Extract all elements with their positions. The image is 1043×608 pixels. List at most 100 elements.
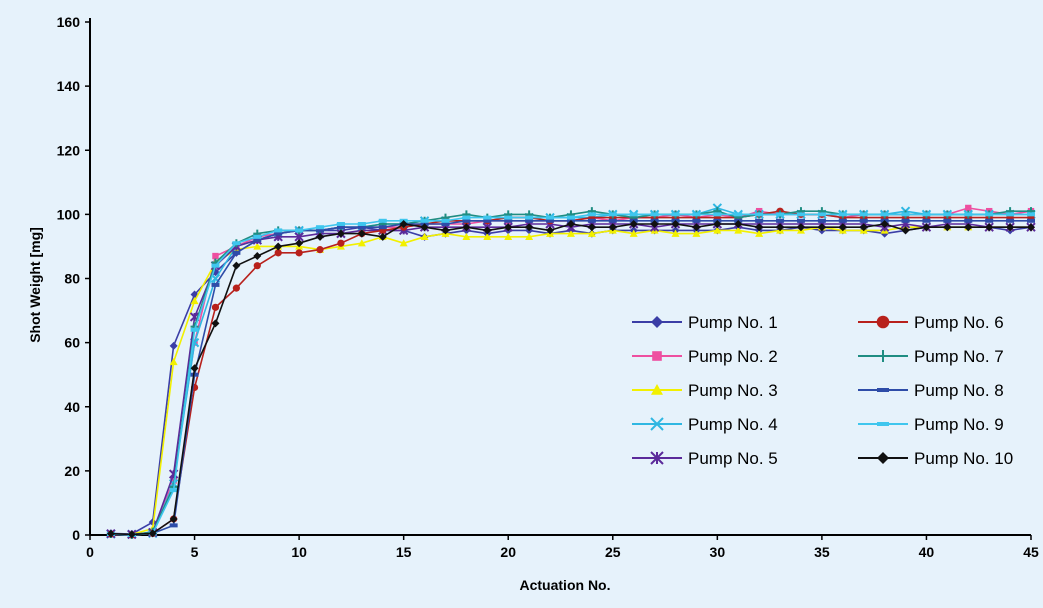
data-point <box>462 223 471 232</box>
data-point <box>985 218 994 223</box>
data-point <box>232 284 240 292</box>
data-point <box>985 223 994 232</box>
data-point <box>776 212 785 217</box>
data-point <box>734 219 743 228</box>
data-point <box>776 218 785 223</box>
data-point <box>964 223 973 232</box>
legend-label: Pump No. 2 <box>688 347 778 366</box>
data-point <box>755 223 764 232</box>
data-point <box>734 212 743 217</box>
data-point <box>274 242 283 251</box>
data-point <box>441 218 450 223</box>
data-point <box>755 218 764 223</box>
data-point <box>859 223 868 232</box>
data-point <box>922 223 931 232</box>
data-point <box>922 212 931 217</box>
data-point <box>525 218 534 223</box>
data-point <box>671 212 680 217</box>
y-tick-label: 0 <box>72 527 80 543</box>
series-10 <box>106 219 1035 539</box>
y-tick-label: 160 <box>57 14 81 30</box>
data-point <box>796 223 805 232</box>
legend-item: Pump No. 10 <box>858 449 1013 468</box>
data-point <box>838 212 847 217</box>
x-tick-label: 30 <box>710 544 726 560</box>
data-point <box>274 228 283 233</box>
data-point <box>587 212 596 217</box>
y-tick-label: 40 <box>64 399 80 415</box>
data-point <box>692 212 701 217</box>
data-point <box>650 417 664 431</box>
data-point <box>211 303 220 311</box>
data-point <box>796 212 805 217</box>
data-point <box>378 225 387 230</box>
data-point <box>337 239 345 247</box>
legend-label: Pump No. 4 <box>688 415 778 434</box>
data-point <box>316 246 324 254</box>
legend-item: Pump No. 1 <box>632 313 778 332</box>
data-point <box>295 228 304 233</box>
legend-item: Pump No. 6 <box>858 313 1004 332</box>
data-point <box>420 232 429 241</box>
legend-item: Pump No. 9 <box>858 415 1004 434</box>
data-point <box>1006 223 1015 232</box>
data-point <box>651 316 663 328</box>
legend-label: Pump No. 10 <box>914 449 1013 468</box>
data-point <box>211 282 220 287</box>
data-point <box>587 229 596 237</box>
data-point <box>734 226 743 234</box>
data-point <box>629 229 638 237</box>
data-point <box>1027 212 1035 217</box>
y-tick-label: 20 <box>64 463 80 479</box>
data-point <box>776 223 785 232</box>
data-point <box>713 212 722 217</box>
data-point <box>253 262 261 270</box>
x-tick-label: 45 <box>1023 544 1039 560</box>
data-point <box>859 212 868 217</box>
y-tick-label: 60 <box>64 335 80 351</box>
data-point <box>587 218 596 223</box>
data-point <box>671 229 680 237</box>
data-point <box>755 212 764 217</box>
legend-item: Pump No. 3 <box>632 381 778 400</box>
data-point <box>357 239 366 247</box>
data-point <box>336 221 345 226</box>
data-point <box>462 232 471 241</box>
data-point <box>608 223 617 232</box>
data-point <box>692 218 701 223</box>
data-point <box>943 212 952 217</box>
legend-label: Pump No. 7 <box>914 347 1004 366</box>
data-point <box>441 226 450 235</box>
data-point <box>796 218 805 223</box>
x-tick-label: 0 <box>86 544 94 560</box>
data-point <box>651 384 663 395</box>
data-point <box>504 232 513 241</box>
data-point <box>629 219 638 228</box>
data-point <box>504 223 513 232</box>
data-point <box>169 514 178 523</box>
data-point <box>253 252 262 261</box>
data-point <box>566 215 575 220</box>
x-axis-title: Actuation No. <box>520 577 611 593</box>
data-point <box>232 250 241 255</box>
data-point <box>357 221 366 226</box>
data-point <box>692 229 701 237</box>
data-point <box>713 219 722 228</box>
data-point <box>859 218 868 223</box>
data-point <box>357 229 366 238</box>
data-point <box>671 219 680 228</box>
data-point <box>922 218 931 223</box>
data-point <box>504 218 513 223</box>
data-point <box>1006 212 1015 217</box>
data-point <box>901 212 910 217</box>
x-tick-label: 25 <box>605 544 621 560</box>
data-point <box>587 223 596 232</box>
data-point <box>169 523 178 528</box>
data-point <box>608 218 617 223</box>
x-tick-label: 5 <box>191 544 199 560</box>
data-point <box>316 232 325 241</box>
data-point <box>650 219 659 228</box>
data-point <box>190 364 199 373</box>
x-tick-label: 35 <box>814 544 830 560</box>
data-point <box>546 218 555 223</box>
